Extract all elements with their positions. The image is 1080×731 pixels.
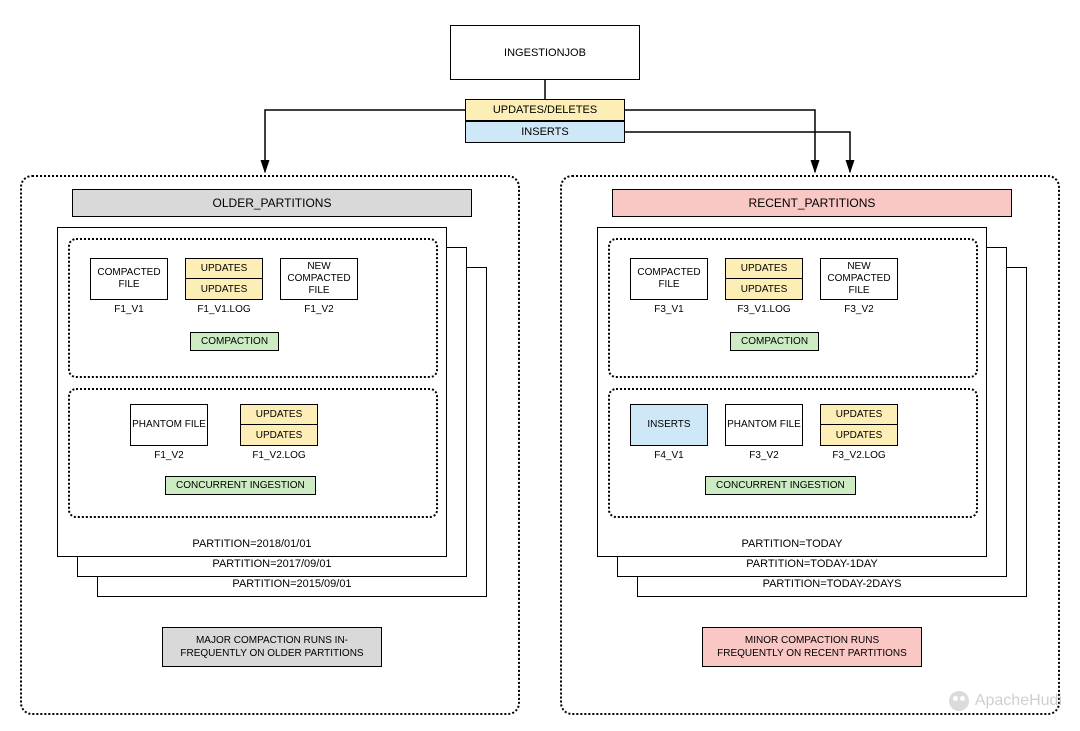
updates-cell: UPDATES [820,404,898,425]
inserts-file-box: INSERTS [630,404,708,446]
compacted-file-lbl-r: F3_V1 [630,304,708,315]
phantom-file-box: PHANTOM FILE [130,404,208,446]
compaction-badge-r: COMPACTION [730,332,819,351]
updates-cell: UPDATES [725,279,803,300]
compacted-file-lbl: F1_V1 [90,304,168,315]
compaction-badge: COMPACTION [190,332,279,351]
right-card-1: COMPACTED FILE F3_V1 UPDATES UPDATES F3_… [597,227,987,557]
updates-lbl: F1_V1.LOG [185,304,263,315]
ingestion-job-label: INGESTIONJOB [504,47,586,59]
left-card-1: COMPACTED FILE F1_V1 UPDATES UPDATES F1_… [57,227,447,557]
right-card-2-label: PARTITION=TODAY-1DAY [618,558,1006,570]
new-compacted-box: NEW COMPACTED FILE [280,258,358,300]
left-updates-stack-2: UPDATES UPDATES [240,404,318,446]
recent-partitions-header: RECENT_PARTITIONS [612,189,1012,217]
right-card-stack: PARTITION=TODAY-2DAYS PARTITION=TODAY-1D… [597,227,1027,597]
right-updates-stack-2: UPDATES UPDATES [820,404,898,446]
updates-lbl-r: F3_V1.LOG [725,304,803,315]
left-updates-stack: UPDATES UPDATES [185,258,263,300]
inserts-file-lbl: F4_V1 [630,450,708,461]
right-compaction-section: COMPACTED FILE F3_V1 UPDATES UPDATES F3_… [608,238,978,378]
right-updates-stack: UPDATES UPDATES [725,258,803,300]
ingestion-job-box: INGESTIONJOB [450,25,640,80]
updates-lbl-2: F1_V2.LOG [240,450,318,461]
watermark-icon [949,691,969,711]
older-partitions-header-label: OLDER_PARTITIONS [213,196,332,210]
right-footer-note: MINOR COMPACTION RUNS FREQUENTLY ON RECE… [702,627,922,667]
left-footer-note: MAJOR COMPACTION RUNS IN-FREQUENTLY ON O… [162,627,382,667]
new-compacted-lbl-r: F3_V2 [820,304,898,315]
older-partitions-container: OLDER_PARTITIONS PARTITION=2015/09/01 PA… [20,175,520,715]
updates-deletes-box: UPDATES/DELETES [465,99,625,121]
updates-cell: UPDATES [725,258,803,279]
left-compaction-section: COMPACTED FILE F1_V1 UPDATES UPDATES F1_… [68,238,438,378]
updates-cell: UPDATES [240,425,318,446]
inserts-label: INSERTS [521,126,568,138]
updates-deletes-label: UPDATES/DELETES [493,104,597,116]
left-card-1-label: PARTITION=2018/01/01 [58,538,446,550]
right-card-1-label: PARTITION=TODAY [598,538,986,550]
right-ingestion-section: INSERTS F4_V1 PHANTOM FILE F3_V2 UPDATES… [608,388,978,518]
older-partitions-header: OLDER_PARTITIONS [72,189,472,217]
updates-cell: UPDATES [185,258,263,279]
watermark: ApacheHudi [949,691,1062,711]
new-compacted-box-r: NEW COMPACTED FILE [820,258,898,300]
recent-partitions-container: RECENT_PARTITIONS PARTITION=TODAY-2DAYS … [560,175,1060,715]
left-ingestion-section: PHANTOM FILE F1_V2 UPDATES UPDATES F1_V2… [68,388,438,518]
concurrent-ingestion-badge-r: CONCURRENT INGESTION [705,476,856,495]
phantom-file-lbl-r: F3_V2 [725,450,803,461]
updates-cell: UPDATES [240,404,318,425]
right-card-3-label: PARTITION=TODAY-2DAYS [638,578,1026,590]
left-card-3-label: PARTITION=2015/09/01 [98,578,486,590]
left-card-2-label: PARTITION=2017/09/01 [78,558,466,570]
new-compacted-lbl: F1_V2 [280,304,358,315]
left-card-stack: PARTITION=2015/09/01 PARTITION=2017/09/0… [57,227,487,597]
compacted-file-box: COMPACTED FILE [90,258,168,300]
updates-cell: UPDATES [820,425,898,446]
recent-partitions-header-label: RECENT_PARTITIONS [749,196,876,210]
concurrent-ingestion-badge: CONCURRENT INGESTION [165,476,316,495]
compacted-file-box-r: COMPACTED FILE [630,258,708,300]
phantom-file-lbl: F1_V2 [130,450,208,461]
updates-cell: UPDATES [185,279,263,300]
phantom-file-box-r: PHANTOM FILE [725,404,803,446]
updates-lbl-r2: F3_V2.LOG [820,450,898,461]
watermark-text: ApacheHudi [975,692,1062,710]
diagram-canvas: INGESTIONJOB UPDATES/DELETES INSERTS OLD… [0,0,1080,731]
inserts-box: INSERTS [465,121,625,143]
